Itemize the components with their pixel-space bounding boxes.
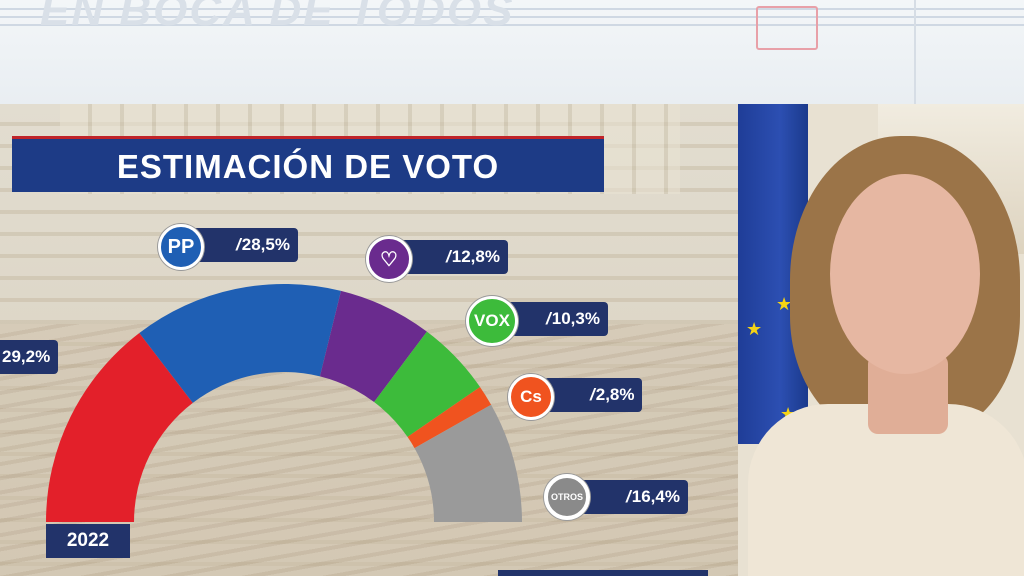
otros-logo-text: OTROS xyxy=(550,492,583,502)
hemicycle-chart xyxy=(46,284,522,522)
label-value: 2,8% xyxy=(595,385,635,404)
speaker-video: ★ ★ ★ xyxy=(738,104,1024,576)
arc-segment-pp xyxy=(139,284,342,403)
label-value: 29,2% xyxy=(2,347,51,366)
arc-segment-otros xyxy=(414,404,522,522)
heart-icon: ♡ xyxy=(366,236,412,282)
label-value: 16,4% xyxy=(631,487,680,506)
cs-logo-icon: Cs xyxy=(508,374,554,420)
label-vox: /10,3% xyxy=(500,302,608,336)
banner-stripe xyxy=(0,8,1024,10)
arc-segment-up xyxy=(319,290,427,403)
pp-logo-icon: PP xyxy=(158,224,204,270)
banner-divider xyxy=(914,0,916,104)
bottom-bar xyxy=(498,570,708,576)
banner-stripe xyxy=(0,24,1024,26)
vox-logo-icon: VOX xyxy=(466,296,518,346)
arc-segment-cs xyxy=(407,386,492,449)
year-label: 2022 xyxy=(46,524,130,558)
label-pp: /28,5% xyxy=(190,228,298,262)
label-value: 12,8% xyxy=(451,247,500,266)
arc-segment-vox xyxy=(374,331,481,437)
label-otros: /16,4% xyxy=(580,480,688,514)
cs-logo-text: Cs xyxy=(520,387,542,406)
chat-bubble-icon xyxy=(756,6,818,50)
banner-stripe xyxy=(0,16,1024,18)
arc-segment-psoe xyxy=(46,333,193,522)
banner-title: EN BOCA DE TODOS xyxy=(40,0,515,35)
pp-logo-text: PP xyxy=(167,235,195,258)
chart-title: ESTIMACIÓN DE VOTO xyxy=(12,136,604,192)
flag-star-icon: ★ xyxy=(746,319,763,339)
person-face xyxy=(830,174,980,374)
top-banner: EN BOCA DE TODOS xyxy=(0,0,1024,104)
label-cs: /2,8% xyxy=(544,378,643,412)
otros-logo-icon: OTROS xyxy=(544,474,590,520)
flag-star-icon: ★ xyxy=(776,294,793,314)
label-value: 28,5% xyxy=(241,235,290,254)
vox-logo-text: VOX xyxy=(474,311,510,330)
label-psoe: 29,2% xyxy=(0,340,59,374)
label-value: 10,3% xyxy=(551,309,600,328)
label-up: /12,8% xyxy=(400,240,508,274)
